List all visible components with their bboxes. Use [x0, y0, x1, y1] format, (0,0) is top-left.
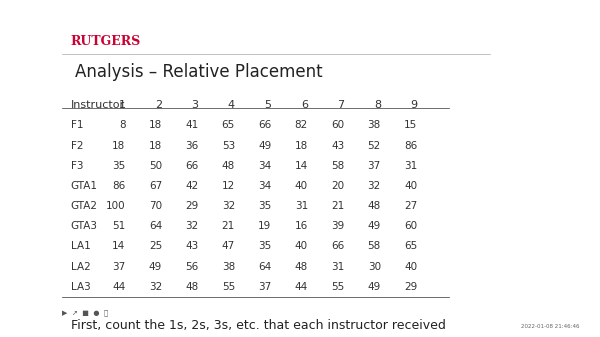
Text: GTA3: GTA3: [71, 221, 98, 231]
Text: 50: 50: [149, 161, 162, 171]
Text: F1: F1: [71, 120, 83, 130]
Text: LA3: LA3: [71, 282, 91, 292]
Text: 82: 82: [295, 120, 308, 130]
Text: 66: 66: [331, 241, 344, 251]
Text: 65: 65: [404, 241, 418, 251]
Text: 14: 14: [295, 161, 308, 171]
Text: 8: 8: [374, 100, 381, 110]
Text: 49: 49: [149, 262, 162, 272]
Text: 86: 86: [112, 181, 125, 191]
Text: 56: 56: [185, 262, 199, 272]
Text: 3: 3: [191, 100, 199, 110]
Text: 40: 40: [295, 241, 308, 251]
Text: 48: 48: [185, 282, 199, 292]
Text: 58: 58: [368, 241, 381, 251]
Text: 7: 7: [337, 100, 344, 110]
Text: 25: 25: [149, 241, 162, 251]
Text: 19: 19: [258, 221, 271, 231]
Text: 2: 2: [155, 100, 162, 110]
Text: First, count the 1s, 2s, 3s, etc. that each instructor received: First, count the 1s, 2s, 3s, etc. that e…: [71, 319, 446, 332]
Text: 66: 66: [185, 161, 199, 171]
Text: 48: 48: [295, 262, 308, 272]
Text: 21: 21: [222, 221, 235, 231]
Text: 27: 27: [404, 201, 418, 211]
Text: LA1: LA1: [71, 241, 91, 251]
Text: 37: 37: [258, 282, 271, 292]
Text: 37: 37: [112, 262, 125, 272]
Text: RUTGERS: RUTGERS: [71, 35, 141, 48]
Text: 9: 9: [410, 100, 418, 110]
Text: 14: 14: [112, 241, 125, 251]
Text: 29: 29: [404, 282, 418, 292]
Text: 44: 44: [112, 282, 125, 292]
Text: 60: 60: [331, 120, 344, 130]
Text: 29: 29: [185, 201, 199, 211]
Text: ▶  ↗  ■  ●  ⧉: ▶ ↗ ■ ● ⧉: [62, 309, 108, 316]
Text: 32: 32: [185, 221, 199, 231]
Text: 5: 5: [265, 100, 271, 110]
Text: 8: 8: [119, 120, 125, 130]
Text: 40: 40: [404, 181, 418, 191]
Text: 39: 39: [331, 221, 344, 231]
Text: 55: 55: [331, 282, 344, 292]
Text: 60: 60: [404, 221, 418, 231]
Text: 66: 66: [258, 120, 271, 130]
Text: 51: 51: [112, 221, 125, 231]
Text: 49: 49: [258, 141, 271, 151]
Text: 35: 35: [112, 161, 125, 171]
Text: 58: 58: [331, 161, 344, 171]
Text: 48: 48: [368, 201, 381, 211]
Text: 34: 34: [258, 181, 271, 191]
Text: F3: F3: [71, 161, 83, 171]
Text: 48: 48: [222, 161, 235, 171]
Text: GTA2: GTA2: [71, 201, 98, 211]
Text: 31: 31: [404, 161, 418, 171]
Text: 15: 15: [404, 120, 418, 130]
Text: 20: 20: [331, 181, 344, 191]
Text: 38: 38: [368, 120, 381, 130]
Text: 70: 70: [149, 201, 162, 211]
Text: 35: 35: [258, 201, 271, 211]
Text: 34: 34: [258, 161, 271, 171]
Text: 18: 18: [149, 141, 162, 151]
Text: 4: 4: [228, 100, 235, 110]
Text: 40: 40: [295, 181, 308, 191]
Text: 53: 53: [222, 141, 235, 151]
Text: 32: 32: [368, 181, 381, 191]
Text: 30: 30: [368, 262, 381, 272]
Text: 86: 86: [404, 141, 418, 151]
Text: 12: 12: [222, 181, 235, 191]
Text: 40: 40: [404, 262, 418, 272]
Text: Instructor: Instructor: [71, 100, 125, 110]
Text: 37: 37: [368, 161, 381, 171]
Text: GTA1: GTA1: [71, 181, 98, 191]
Text: 6: 6: [301, 100, 308, 110]
Text: LA2: LA2: [71, 262, 91, 272]
Text: 31: 31: [295, 201, 308, 211]
Text: 31: 31: [331, 262, 344, 272]
Text: 55: 55: [222, 282, 235, 292]
Text: 49: 49: [368, 221, 381, 231]
Text: 32: 32: [222, 201, 235, 211]
Text: 49: 49: [368, 282, 381, 292]
Text: 32: 32: [149, 282, 162, 292]
Text: 35: 35: [258, 241, 271, 251]
Text: 41: 41: [185, 120, 199, 130]
Text: 1: 1: [119, 100, 125, 110]
Text: 38: 38: [222, 262, 235, 272]
Text: 100: 100: [106, 201, 125, 211]
Text: 21: 21: [331, 201, 344, 211]
Text: 18: 18: [112, 141, 125, 151]
Text: 52: 52: [368, 141, 381, 151]
Text: F2: F2: [71, 141, 83, 151]
Text: 18: 18: [149, 120, 162, 130]
Text: 2022-01-08 21:46:46: 2022-01-08 21:46:46: [521, 325, 580, 329]
Text: 43: 43: [185, 241, 199, 251]
Text: 64: 64: [258, 262, 271, 272]
Text: 47: 47: [222, 241, 235, 251]
Text: 67: 67: [149, 181, 162, 191]
Text: 64: 64: [149, 221, 162, 231]
Text: 65: 65: [222, 120, 235, 130]
Text: 18: 18: [295, 141, 308, 151]
